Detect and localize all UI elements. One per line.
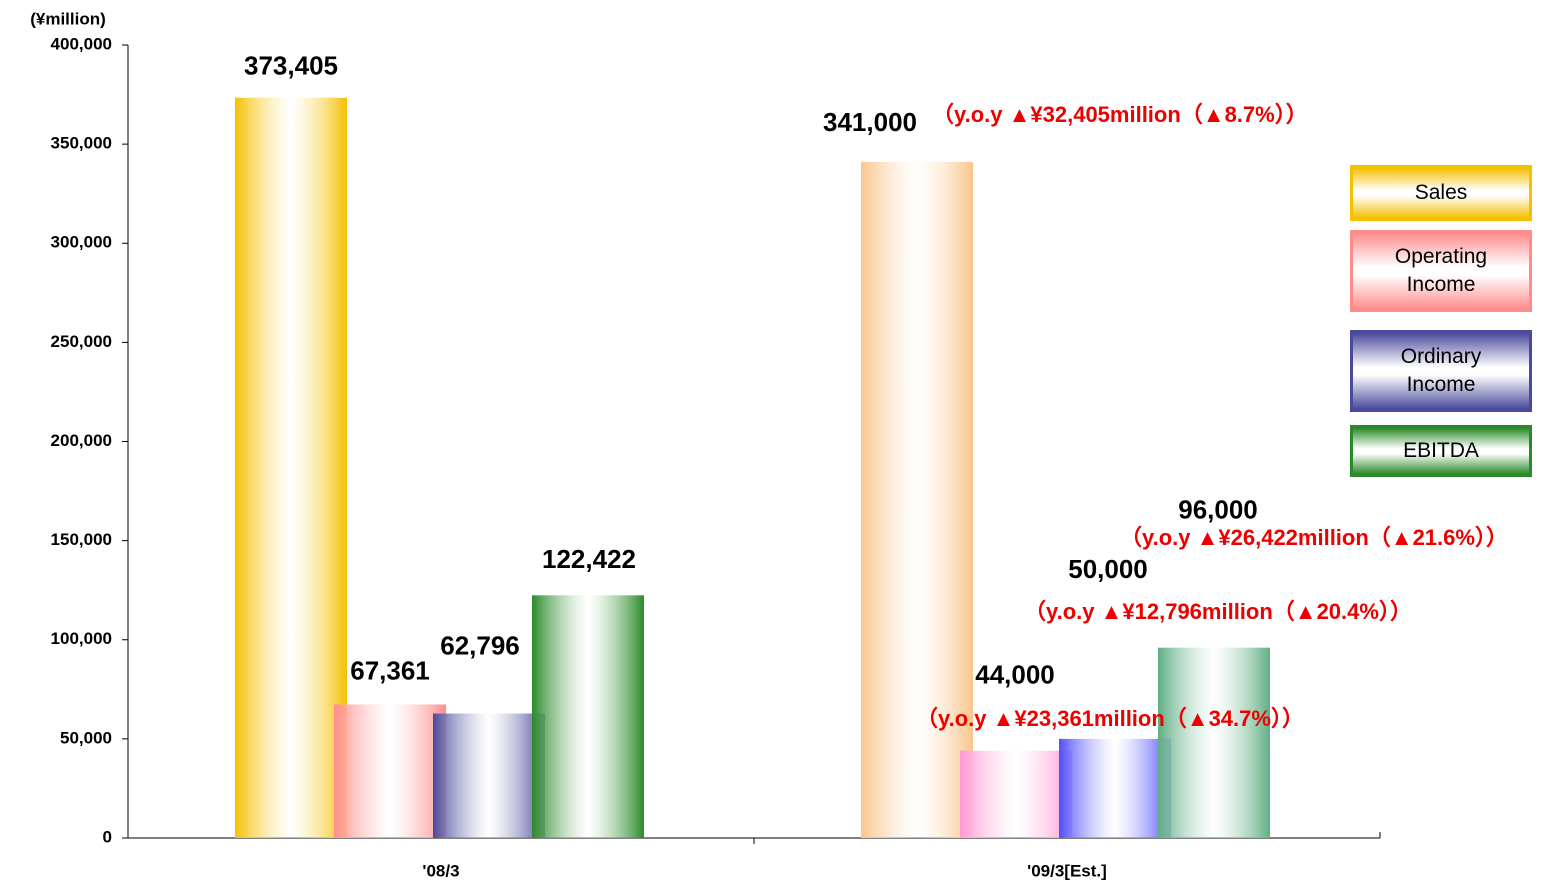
bar (861, 161, 973, 838)
y-tick-label: 350,000 (51, 134, 112, 153)
y-tick-label: 300,000 (51, 233, 112, 252)
bar (433, 713, 545, 838)
y-tick-label: 50,000 (60, 728, 112, 747)
y-tick-label: 100,000 (51, 629, 112, 648)
y-tick-label: 0 (103, 827, 112, 846)
y-tick-label: 400,000 (51, 34, 112, 53)
y-tick-label: 250,000 (51, 332, 112, 351)
value-label: 373,405 (244, 51, 338, 81)
bar (334, 704, 446, 838)
annotation: （y.o.y ▲¥23,361million（▲34.7%）） (916, 706, 1304, 731)
value-label: 341,000 (823, 107, 917, 137)
value-label: 50,000 (1068, 554, 1148, 584)
annotation: （y.o.y ▲¥12,796million（▲20.4%）） (1024, 599, 1412, 624)
annotation: （y.o.y ▲¥26,422million（▲21.6%）） (1120, 525, 1508, 550)
annotation: （y.o.y ▲¥32,405million（▲8.7%）） (932, 102, 1308, 127)
legend-item: Sales (1350, 165, 1532, 221)
legend-item: Ordinary Income (1350, 330, 1532, 412)
y-tick-label: 200,000 (51, 431, 112, 450)
x-tick-label: '08/3 (422, 861, 459, 880)
value-label: 122,422 (542, 544, 636, 574)
legend-item: Operating Income (1350, 230, 1532, 312)
bar (1059, 738, 1171, 838)
legend-item: EBITDA (1350, 425, 1532, 477)
y-unit-label: (¥million) (30, 9, 106, 28)
bar (960, 750, 1072, 838)
bar (235, 97, 347, 838)
value-label: 62,796 (440, 630, 520, 660)
bar (1158, 647, 1270, 838)
y-tick-label: 150,000 (51, 530, 112, 549)
x-tick-label: '09/3[Est.] (1027, 861, 1107, 880)
value-label: 67,361 (350, 655, 430, 685)
value-label: 96,000 (1178, 495, 1258, 525)
bar (532, 595, 644, 838)
value-label: 44,000 (975, 660, 1055, 690)
